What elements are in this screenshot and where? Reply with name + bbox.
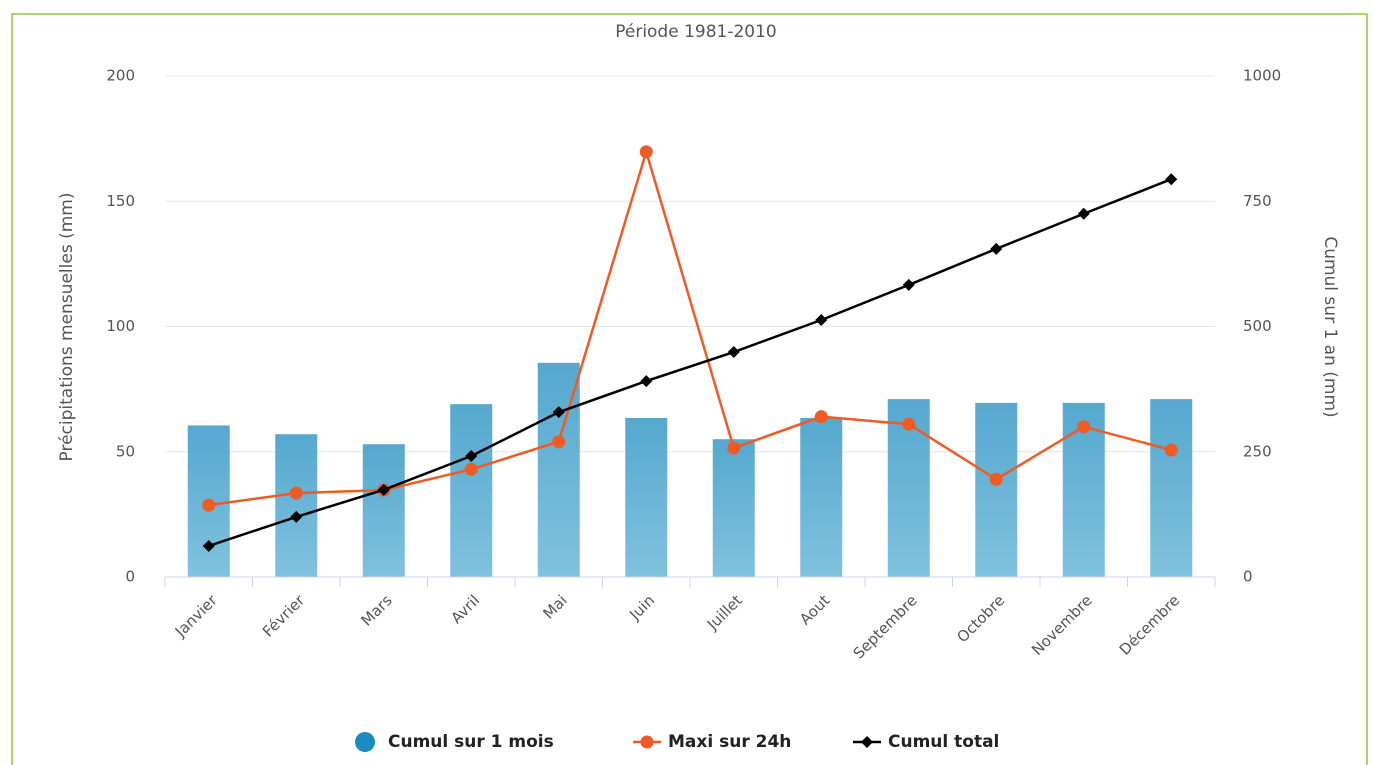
point <box>815 313 828 326</box>
bar <box>275 434 318 577</box>
y-axis-title: Précipitations mensuelles (mm) <box>57 193 77 462</box>
point <box>902 417 916 431</box>
point <box>727 346 740 359</box>
y-tick-label: 100 <box>106 317 135 335</box>
legend-swatch <box>355 732 375 752</box>
y2-tick-label: 250 <box>1243 442 1272 460</box>
point <box>1165 173 1178 186</box>
legend-label: Maxi sur 24h <box>668 732 791 752</box>
bar <box>712 439 755 577</box>
bar <box>450 404 493 577</box>
y2-tick-label: 1000 <box>1243 67 1281 85</box>
frame <box>11 13 1368 765</box>
x-tick-label: Avril <box>447 591 483 627</box>
bar <box>975 402 1018 577</box>
x-tick-label: Février <box>259 591 309 641</box>
x-tick-label: Juin <box>625 591 658 624</box>
line <box>208 147 1172 507</box>
y2-tick-label: 500 <box>1243 317 1272 335</box>
line <box>208 178 1172 548</box>
point <box>989 472 1003 486</box>
point <box>289 486 303 500</box>
point <box>552 406 565 419</box>
x-tick-label: Septembre <box>850 591 921 662</box>
point <box>1164 443 1178 457</box>
chart-title: Période 1981-2010 <box>615 22 777 42</box>
point <box>552 435 566 449</box>
x-tick-label: Octobre <box>953 591 1008 646</box>
point <box>1077 420 1091 434</box>
bar <box>625 417 668 577</box>
x-tick-label: Novembre <box>1028 591 1096 659</box>
bar <box>362 444 405 577</box>
legend-swatch <box>640 735 654 749</box>
x-tick-label: Aout <box>796 591 833 628</box>
y-tick-label: 200 <box>106 67 135 85</box>
y2-axis-title: Cumul sur 1 an (mm) <box>1320 236 1340 417</box>
point <box>377 483 390 496</box>
point <box>465 450 478 463</box>
point <box>464 462 478 476</box>
y-tick-label: 150 <box>106 192 135 210</box>
y2-tick-label: 0 <box>1243 568 1253 586</box>
point <box>639 145 653 159</box>
legend: Cumul sur 1 mois Maxi sur 24h Cumul total <box>355 732 999 752</box>
point <box>290 510 303 523</box>
bar <box>800 417 843 577</box>
point <box>727 441 741 455</box>
x-tick-label: Décembre <box>1116 591 1184 659</box>
y-tick-label: 0 <box>125 568 135 586</box>
legend-swatch <box>861 736 873 748</box>
y-tick-label: 50 <box>116 442 135 460</box>
x-tick-label: Mars <box>357 591 395 629</box>
point <box>990 242 1003 255</box>
point <box>1077 207 1090 220</box>
point <box>202 539 215 552</box>
point <box>640 375 653 388</box>
point <box>202 498 216 512</box>
x-tick-label: Mai <box>539 591 570 622</box>
bar <box>1150 399 1193 577</box>
point <box>814 410 828 424</box>
legend-label: Cumul sur 1 mois <box>388 732 554 752</box>
y2-tick-label: 750 <box>1243 192 1272 210</box>
x-tick-label: Janvier <box>171 591 221 641</box>
x-tick-label: Juillet <box>703 591 746 634</box>
point <box>902 278 915 291</box>
legend-label: Cumul total <box>888 732 999 752</box>
